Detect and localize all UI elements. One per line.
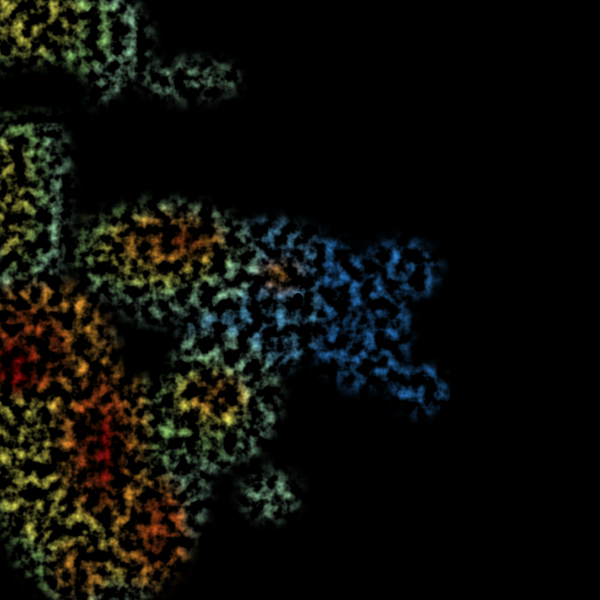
echo-cell: [0, 0, 80, 55]
echo-cell: [310, 270, 410, 390]
echo-cell: [140, 60, 240, 100]
precipitation-layer: [0, 0, 450, 600]
echo-cell: [50, 540, 110, 600]
echo-cell: [260, 260, 300, 290]
echo-cell: [135, 490, 185, 570]
echo-cell: [390, 365, 450, 415]
radar-site-marker: [293, 293, 303, 303]
echo-cell: [0, 140, 30, 260]
echo-cell: [90, 410, 120, 490]
echo-cell: [0, 340, 40, 400]
echo-cell: [155, 228, 205, 252]
echo-cell: [240, 470, 300, 520]
echo-cell: [110, 315, 180, 385]
echo-bg: [0, 60, 180, 385]
echo-cell: [187, 375, 243, 415]
echo-cell: [360, 240, 440, 300]
echo-cell: [0, 60, 100, 120]
echo-dred: [0, 340, 120, 490]
